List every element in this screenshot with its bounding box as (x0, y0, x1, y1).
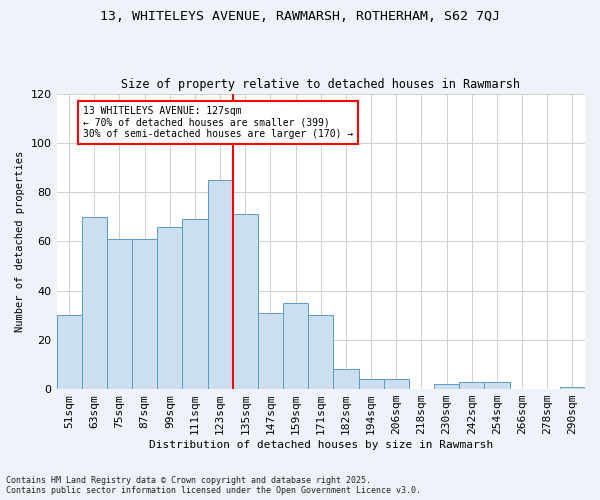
X-axis label: Distribution of detached houses by size in Rawmarsh: Distribution of detached houses by size … (149, 440, 493, 450)
Bar (258, 312, 283, 389)
Bar (157, 226, 182, 389)
Bar (107, 239, 132, 389)
Bar (560, 386, 585, 389)
Bar (233, 214, 258, 389)
Bar (182, 219, 208, 389)
Bar (334, 370, 359, 389)
Bar (208, 180, 233, 389)
Title: Size of property relative to detached houses in Rawmarsh: Size of property relative to detached ho… (121, 78, 520, 91)
Text: 13 WHITELEYS AVENUE: 127sqm
← 70% of detached houses are smaller (399)
30% of se: 13 WHITELEYS AVENUE: 127sqm ← 70% of det… (83, 106, 353, 139)
Bar (484, 382, 509, 389)
Text: Contains HM Land Registry data © Crown copyright and database right 2025.
Contai: Contains HM Land Registry data © Crown c… (6, 476, 421, 495)
Bar (56, 315, 82, 389)
Bar (308, 315, 334, 389)
Bar (82, 216, 107, 389)
Bar (383, 379, 409, 389)
Bar (132, 239, 157, 389)
Bar (459, 382, 484, 389)
Y-axis label: Number of detached properties: Number of detached properties (15, 150, 25, 332)
Text: 13, WHITELEYS AVENUE, RAWMARSH, ROTHERHAM, S62 7QJ: 13, WHITELEYS AVENUE, RAWMARSH, ROTHERHA… (100, 10, 500, 23)
Bar (434, 384, 459, 389)
Bar (359, 379, 383, 389)
Bar (283, 303, 308, 389)
